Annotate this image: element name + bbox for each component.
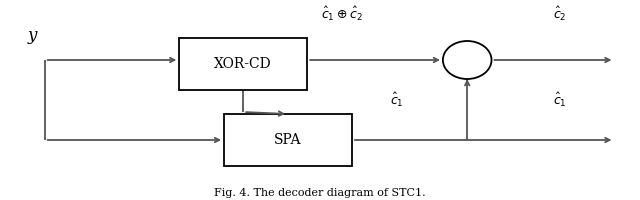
Bar: [224, 114, 352, 166]
Text: $\hat{c}_1$: $\hat{c}_1$: [553, 91, 567, 109]
Text: XOR-CD: XOR-CD: [214, 57, 272, 71]
Ellipse shape: [443, 41, 492, 79]
Text: $\hat{c}_1 \oplus \hat{c}_2$: $\hat{c}_1 \oplus \hat{c}_2$: [321, 5, 364, 23]
Text: SPA: SPA: [275, 133, 301, 147]
Text: Fig. 4. The decoder diagram of STC1.: Fig. 4. The decoder diagram of STC1.: [214, 188, 426, 198]
Text: y: y: [28, 27, 36, 45]
Text: $\hat{c}_1$: $\hat{c}_1$: [390, 91, 404, 109]
Bar: [179, 38, 307, 90]
Text: $\hat{c}_2$: $\hat{c}_2$: [553, 5, 567, 23]
